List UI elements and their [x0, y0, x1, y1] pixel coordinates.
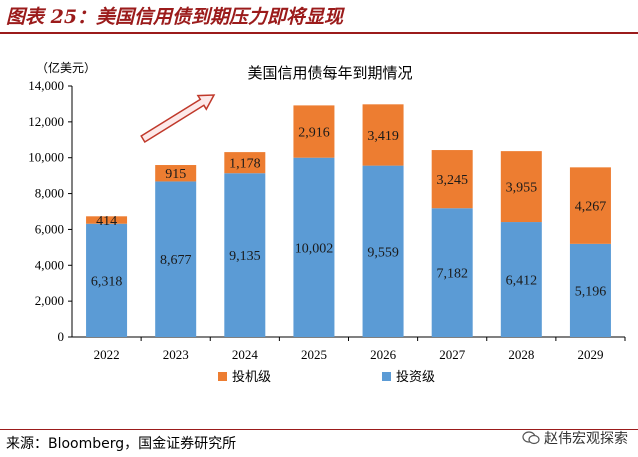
rising-arrow-icon: [140, 94, 216, 144]
bar-investment-grade: [500, 222, 542, 337]
y-tick-label: 4,000: [35, 257, 64, 272]
watermark-text: 赵伟宏观探索: [544, 431, 628, 447]
data-label-high-yield: 1,178: [229, 157, 261, 172]
y-tick-label: 14,000: [28, 78, 64, 93]
bar-high-yield: [431, 150, 473, 209]
bar-investment-grade: [431, 208, 473, 337]
footer-rule: [0, 429, 638, 430]
data-label-investment-grade: 8,677: [160, 253, 192, 268]
x-tick-label: 2024: [232, 347, 259, 362]
wechat-icon: [522, 431, 540, 445]
chart-title: 美国信用债每年到期情况: [247, 64, 412, 82]
x-tick-label: 2025: [301, 347, 327, 362]
x-tick-label: 2022: [94, 347, 120, 362]
x-tick-label: 2028: [508, 347, 534, 362]
data-label-high-yield: 3,955: [506, 181, 538, 196]
data-label-investment-grade: 7,182: [436, 267, 468, 282]
x-tick-label: 2023: [163, 347, 189, 362]
data-label-investment-grade: 6,412: [506, 274, 538, 289]
x-tick-label: 2027: [439, 347, 466, 362]
bar-investment-grade: [362, 165, 404, 337]
data-label-high-yield: 915: [165, 167, 186, 182]
data-label-high-yield: 3,245: [436, 173, 468, 188]
legend-label-high-yield: 投机级: [232, 369, 271, 385]
data-label-investment-grade: 9,135: [229, 249, 261, 264]
watermark: 赵伟宏观探索: [522, 428, 628, 448]
y-tick-label: 12,000: [28, 114, 64, 129]
title-rule: [0, 32, 638, 34]
stacked-bar-chart: 0 2,000 4,000 6,000 8,000 10,000 12,000 14,000 （…: [28, 60, 626, 385]
figure-title: 图表 25：美国信用债到期压力即将显现: [6, 6, 344, 28]
data-label-investment-grade: 6,318: [91, 274, 123, 289]
data-label-high-yield: 4,267: [575, 200, 607, 215]
y-tick-label: 0: [58, 329, 65, 344]
bar-investment-grade: [86, 223, 128, 337]
y-tick-label: 6,000: [35, 221, 64, 236]
x-tick-label: 2026: [370, 347, 397, 362]
bar-high-yield: [500, 151, 542, 223]
legend-swatch-investment-grade: [382, 372, 391, 381]
data-label-investment-grade: 5,196: [575, 284, 607, 299]
data-label-high-yield: 3,419: [367, 129, 399, 144]
bar-investment-grade: [569, 243, 611, 337]
legend-swatch-high-yield: [218, 372, 227, 381]
bar-high-yield: [224, 152, 266, 174]
y-tick-label: 8,000: [35, 186, 64, 201]
source-note: 来源：Bloomberg，国金证券研究所: [6, 436, 237, 452]
bar-high-yield: [293, 105, 335, 158]
bar-high-yield: [86, 216, 128, 224]
legend-label-investment-grade: 投资级: [396, 369, 435, 385]
bar-investment-grade: [155, 181, 197, 337]
y-unit-label: （亿美元）: [36, 60, 96, 75]
bar-high-yield: [362, 104, 404, 166]
bar-high-yield: [155, 165, 197, 182]
data-label-investment-grade: 9,559: [367, 245, 399, 260]
data-label-investment-grade: 10,002: [295, 241, 334, 256]
y-tick-label: 10,000: [28, 150, 64, 165]
x-tick-label: 2029: [577, 347, 603, 362]
data-label-high-yield: 414: [96, 214, 117, 229]
data-label-high-yield: 2,916: [298, 126, 330, 141]
y-tick-label: 2,000: [35, 293, 64, 308]
bar-investment-grade: [224, 173, 266, 337]
bar-high-yield: [569, 167, 611, 244]
bar-investment-grade: [293, 157, 335, 337]
